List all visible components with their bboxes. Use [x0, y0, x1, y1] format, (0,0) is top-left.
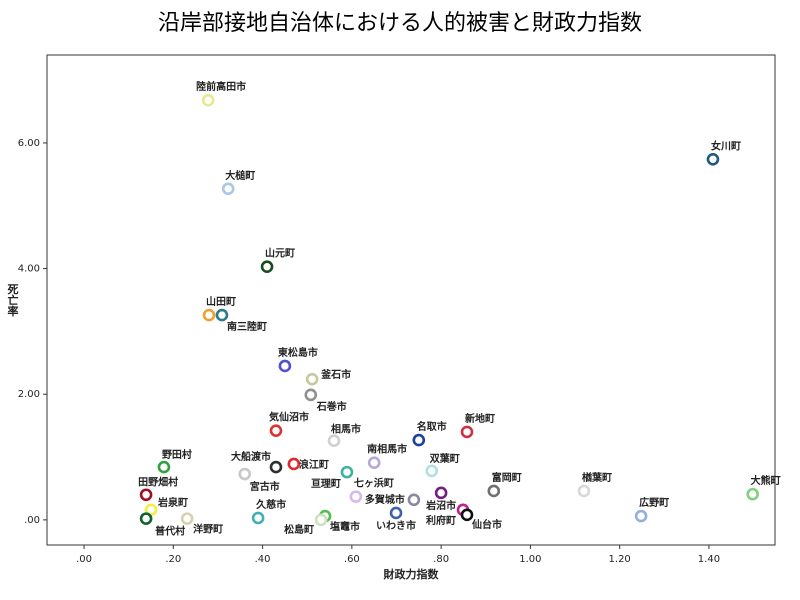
- chart-title: 沿岸部接地自治体における人的被害と財政力指数: [158, 11, 642, 36]
- point: [706, 152, 720, 166]
- point-label: 女川町: [711, 139, 741, 152]
- plot-frame: [46, 54, 776, 546]
- point: [305, 372, 319, 386]
- point: [425, 464, 439, 478]
- point-label: 陸前高田市: [196, 80, 246, 93]
- point: [746, 487, 759, 501]
- point: [340, 465, 354, 479]
- point: [434, 486, 448, 500]
- y-tick-label: 4.00: [18, 264, 40, 275]
- point: [389, 506, 403, 520]
- x-tick-label: .40: [255, 554, 271, 565]
- point-label: 松島町: [284, 523, 314, 536]
- point-label: 山田町: [206, 295, 236, 308]
- point: [251, 511, 265, 525]
- point: [269, 424, 283, 437]
- point: [314, 513, 328, 527]
- x-tick-label: .00: [76, 554, 92, 565]
- x-tick-label: 1.20: [609, 554, 631, 565]
- point-label: 仙台市: [472, 518, 502, 531]
- point: [577, 484, 591, 498]
- point-label: 南相馬市: [367, 443, 407, 456]
- point-label: 山元町: [265, 247, 295, 260]
- point-label: 岩沼市: [425, 499, 456, 512]
- point: [407, 493, 421, 507]
- point: [180, 512, 194, 525]
- point: [287, 457, 301, 471]
- point: [221, 182, 235, 196]
- x-tick-label: .20: [165, 554, 181, 565]
- point: [460, 508, 474, 522]
- point: [215, 308, 229, 322]
- point-label: 富岡町: [492, 471, 522, 484]
- y-axis-title: 死亡率: [6, 283, 19, 317]
- point: [460, 425, 474, 439]
- x-tick-label: 1.40: [698, 554, 720, 565]
- y-tick-label: 6.00: [18, 138, 40, 149]
- point-label: いわき市: [376, 519, 416, 532]
- point: [202, 308, 216, 322]
- x-tick-label: 1.00: [519, 554, 541, 565]
- point-label: 大熊町: [751, 474, 781, 487]
- point: [304, 388, 318, 402]
- point-label: 石巻市: [316, 400, 347, 413]
- point: [278, 359, 292, 373]
- x-tick-label: .60: [344, 554, 360, 565]
- point: [269, 460, 283, 474]
- point-label: 気仙沼市: [268, 411, 309, 424]
- point-label: 浪江町: [299, 458, 329, 471]
- x-tick-label: .80: [433, 554, 449, 565]
- point: [238, 467, 252, 481]
- point-label: 双葉町: [430, 452, 460, 465]
- point-label: 七ヶ浜町: [354, 477, 394, 490]
- point-label: 岩泉町: [157, 496, 188, 509]
- point-label: 塩竈市: [330, 520, 360, 533]
- point-label: 釜石市: [320, 368, 351, 381]
- point-label: 相馬市: [331, 423, 361, 436]
- point-label: 洋野町: [193, 523, 223, 536]
- y-tick-label: .00: [24, 515, 40, 526]
- point: [139, 488, 153, 502]
- point-label: 田野畑村: [138, 476, 178, 489]
- point-label: 新地町: [465, 412, 495, 425]
- point-label: 名取市: [417, 420, 447, 433]
- point: [349, 490, 363, 503]
- point: [634, 509, 648, 523]
- x-axis-title: 財政力指数: [383, 567, 440, 581]
- point-label: 多賀城市: [365, 493, 405, 506]
- point-label: 広野町: [639, 496, 669, 509]
- point-label: 普代村: [155, 525, 185, 538]
- point-label: 久慈市: [255, 498, 286, 511]
- point: [139, 512, 153, 525]
- point: [327, 434, 341, 448]
- point: [412, 433, 426, 447]
- point-label: 亘理町: [311, 478, 341, 490]
- point-label: 南三陸町: [227, 320, 267, 333]
- point: [260, 260, 274, 274]
- point-label: 大船渡市: [231, 450, 271, 463]
- point-label: 大槌町: [225, 169, 255, 182]
- point: [487, 484, 501, 498]
- point-label: 宮古市: [250, 480, 280, 493]
- point: [201, 93, 215, 107]
- point-label: 楢葉町: [582, 471, 612, 484]
- point: [157, 460, 171, 474]
- point-label: 東松島市: [278, 346, 318, 359]
- point: [367, 456, 381, 470]
- y-tick-label: 2.00: [18, 389, 40, 400]
- point-label: 利府町: [426, 514, 456, 527]
- point-label: 野田村: [162, 448, 192, 461]
